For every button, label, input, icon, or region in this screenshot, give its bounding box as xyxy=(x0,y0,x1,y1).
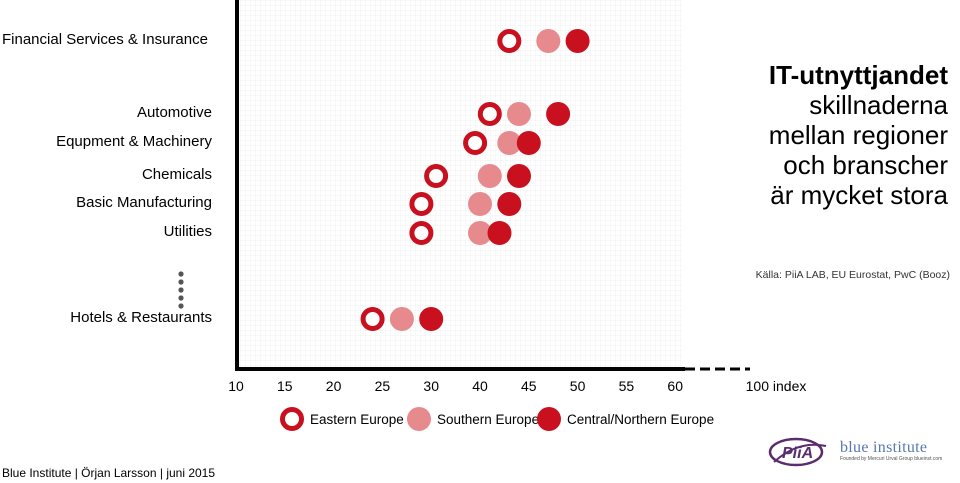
point-solid xyxy=(546,102,571,126)
x-tick-label: 15 xyxy=(277,378,293,394)
point-light xyxy=(468,192,492,216)
point-solid xyxy=(419,307,444,331)
point-light xyxy=(468,221,492,245)
category-label: Hotels & Restaurants xyxy=(70,309,212,326)
point-ring xyxy=(497,29,522,53)
x-tick-label: 40 xyxy=(472,378,488,394)
footer-credit: Blue Institute | Örjan Larsson | juni 20… xyxy=(2,466,216,480)
point-solid xyxy=(507,164,531,188)
subtitle-line-4: är mycket stora xyxy=(770,180,948,210)
category-label: Automotive xyxy=(136,104,212,121)
category-label: Equpment & Machinery xyxy=(56,133,212,150)
x-tick-label: 20 xyxy=(326,378,342,394)
category-label: Financial Services & Insurance xyxy=(2,31,208,48)
point-solid xyxy=(516,131,541,155)
point-ring xyxy=(463,131,488,155)
point-light xyxy=(507,102,531,126)
x-tick-label: 10 xyxy=(228,378,244,394)
x-tick-label: 55 xyxy=(619,378,635,394)
blue-institute-logo: blue institute Founded by Mercuri Urval … xyxy=(840,440,952,468)
legend-label: Eastern Europe xyxy=(310,412,404,427)
data-points xyxy=(360,29,590,331)
point-ring xyxy=(409,192,434,216)
x-tick-label: 60 xyxy=(667,378,683,394)
point-solid xyxy=(497,192,522,216)
x-tick-labels: 10 15 20 25 30 40 45 50 55 60 100 index xyxy=(228,378,806,394)
subtitle-line-3: och branscher xyxy=(783,150,948,180)
svg-text:PiiA: PiiA xyxy=(782,445,813,462)
legend-marker xyxy=(407,407,431,431)
blue-institute-logo-title: blue institute xyxy=(840,439,928,456)
source-note: Källa: PiiA LAB, EU Eurostat, PwC (Booz) xyxy=(755,269,950,281)
point-light xyxy=(477,164,502,188)
legend-label: Central/Northern Europe xyxy=(567,412,714,427)
x-tick-label: 50 xyxy=(570,378,586,394)
category-gap-dots-icon xyxy=(178,271,184,309)
point-light xyxy=(536,29,561,53)
category-label: Basic Manufacturing xyxy=(76,194,212,211)
legend-label: Southern Europe xyxy=(437,412,539,427)
blue-institute-logo-sub: Founded by Mercuri Urval Group blueinst.… xyxy=(840,456,943,462)
point-solid xyxy=(565,29,590,53)
plot-grid xyxy=(240,0,682,368)
point-ring xyxy=(477,102,502,126)
x-tick-label: 25 xyxy=(375,378,391,394)
point-solid xyxy=(487,221,512,245)
x-end-label: 100 index xyxy=(746,378,807,394)
title-block: IT-utnyttjandet skillnaderna mellan regi… xyxy=(769,60,948,210)
point-light xyxy=(497,131,522,155)
subtitle-line-1: skillnaderna xyxy=(809,90,948,120)
point-ring xyxy=(424,164,449,188)
legend-marker xyxy=(280,407,304,431)
chart-title: IT-utnyttjandet xyxy=(768,60,948,90)
point-ring xyxy=(409,221,434,245)
subtitle-line-2: mellan regioner xyxy=(768,120,948,150)
category-label: Chemicals xyxy=(141,166,212,183)
x-tick-label: 30 xyxy=(423,378,439,394)
legend: Eastern Europe Southern Europe Central/Nor… xyxy=(280,407,714,431)
legend-marker xyxy=(537,407,561,431)
piia-logo: PiiA xyxy=(768,436,832,468)
point-ring xyxy=(360,307,385,331)
category-label: Utilities xyxy=(163,223,212,240)
point-light xyxy=(389,307,414,331)
x-tick-label: 45 xyxy=(521,378,537,394)
